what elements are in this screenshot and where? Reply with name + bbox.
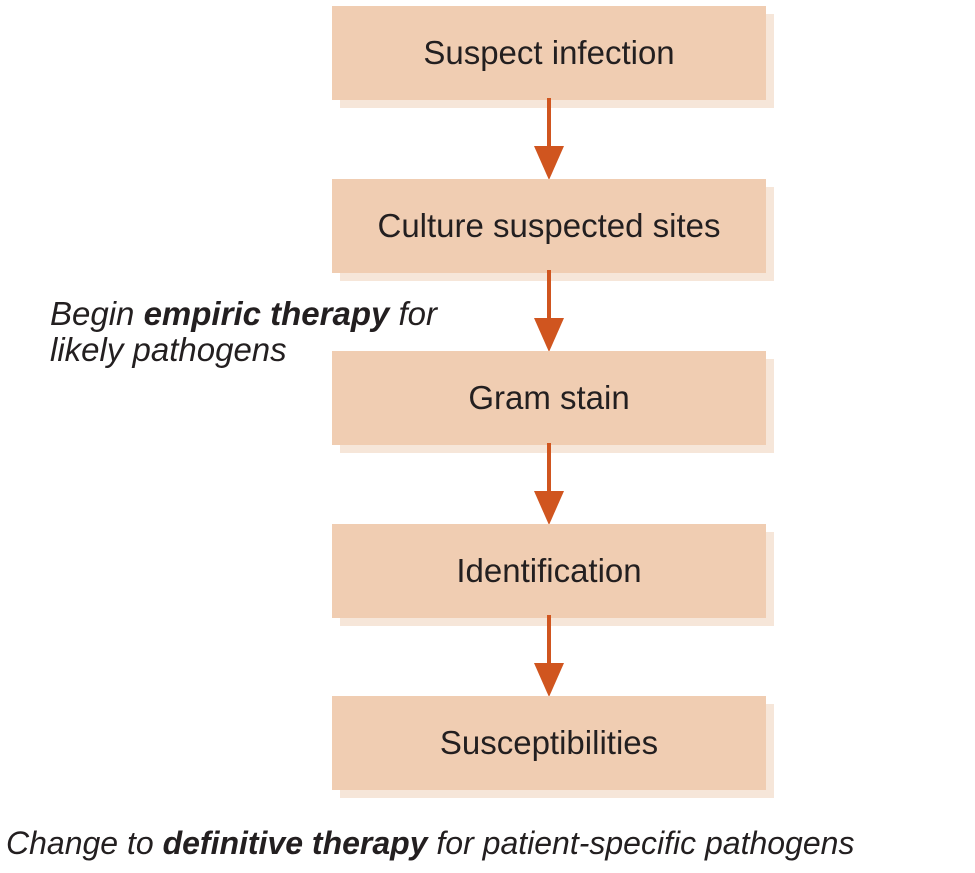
definitive-note-suffix: for patient-specific pathogens <box>427 825 855 861</box>
arrow-down-icon <box>534 615 564 697</box>
step-identification: Identification <box>332 524 766 618</box>
arrow-down-icon <box>534 98 564 180</box>
arrow-down-icon <box>534 443 564 525</box>
step-gram-stain: Gram stain <box>332 351 766 445</box>
empiric-therapy-note: Begin empiric therapy for likely pathoge… <box>50 296 437 368</box>
empiric-note-line-1: Begin empiric therapy for <box>50 296 437 332</box>
step-suspect-infection: Suspect infection <box>332 6 766 100</box>
step-susceptibilities: Susceptibilities <box>332 696 766 790</box>
step-label: Susceptibilities <box>439 724 659 761</box>
empiric-note-emphasis: empiric therapy <box>143 295 390 332</box>
definitive-note-prefix: Change to <box>6 825 163 861</box>
arrow-down-icon <box>534 270 564 352</box>
definitive-therapy-note: Change to definitive therapy for patient… <box>6 825 854 861</box>
step-culture-suspected-sites: Culture suspected sites <box>332 179 766 273</box>
step-label: Gram stain <box>468 379 630 416</box>
definitive-note-emphasis: definitive therapy <box>162 825 428 861</box>
step-label: Identification <box>456 552 642 589</box>
empiric-note-prefix: Begin <box>50 295 144 332</box>
step-label: Culture suspected sites <box>377 207 721 244</box>
step-label: Suspect infection <box>423 34 675 71</box>
empiric-note-line-2: likely pathogens <box>50 331 287 368</box>
empiric-note-suffix: for <box>389 295 438 332</box>
